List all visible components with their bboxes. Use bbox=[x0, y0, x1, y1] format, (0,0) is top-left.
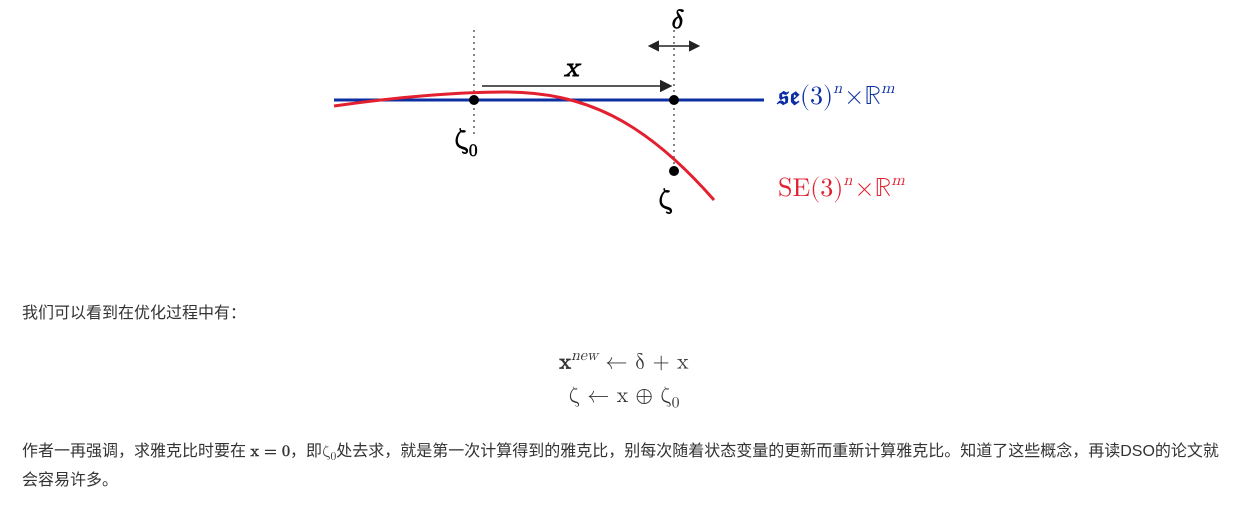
label-se3-algebra: 𝔰𝔢(3)n×ℝm bbox=[776, 81, 895, 111]
diagram-container: δ x ζ0 ζ 𝔰𝔢(3)n×ℝm SE(3)n×ℝm bbox=[0, 0, 1248, 260]
label-SE3-group: SE(3)n×ℝm bbox=[778, 173, 905, 203]
eq2-main: ζ ← x ⊕ ζ bbox=[568, 385, 671, 407]
eq1-x: x bbox=[559, 352, 571, 374]
eq2-sub: 0 bbox=[672, 395, 680, 411]
equation-1: xnew ← δ + x bbox=[22, 345, 1226, 379]
p2-x-eq-0: x = 0 bbox=[250, 444, 290, 460]
label-zeta0: ζ0 bbox=[454, 126, 478, 160]
manifold-curve bbox=[334, 92, 714, 200]
point-x-end bbox=[669, 95, 679, 105]
paragraph-explain: 作者一再强调，求雅克比时要在 x = 0，即ζ0处去求，就是第一次计算得到的雅克… bbox=[22, 438, 1226, 495]
eq1-rest: ← δ + x bbox=[598, 352, 688, 374]
equation-2: ζ ← x ⊕ ζ0 bbox=[22, 380, 1226, 416]
label-x: x bbox=[563, 54, 582, 82]
equation-block: xnew ← δ + x ζ ← x ⊕ ζ0 bbox=[22, 345, 1226, 415]
eq1-sup: new bbox=[571, 348, 598, 364]
manifold-diagram: δ x ζ0 ζ 𝔰𝔢(3)n×ℝm SE(3)n×ℝm bbox=[304, 0, 944, 260]
label-delta: δ bbox=[670, 8, 684, 34]
label-zeta: ζ bbox=[658, 186, 673, 215]
point-zeta bbox=[669, 166, 679, 176]
p2-a: 作者一再强调，求雅克比时要在 bbox=[22, 443, 250, 460]
p2-b: ，即 bbox=[290, 443, 322, 460]
paragraph-intro: 我们可以看到在优化过程中有： bbox=[22, 300, 1226, 327]
point-zeta0 bbox=[469, 95, 479, 105]
